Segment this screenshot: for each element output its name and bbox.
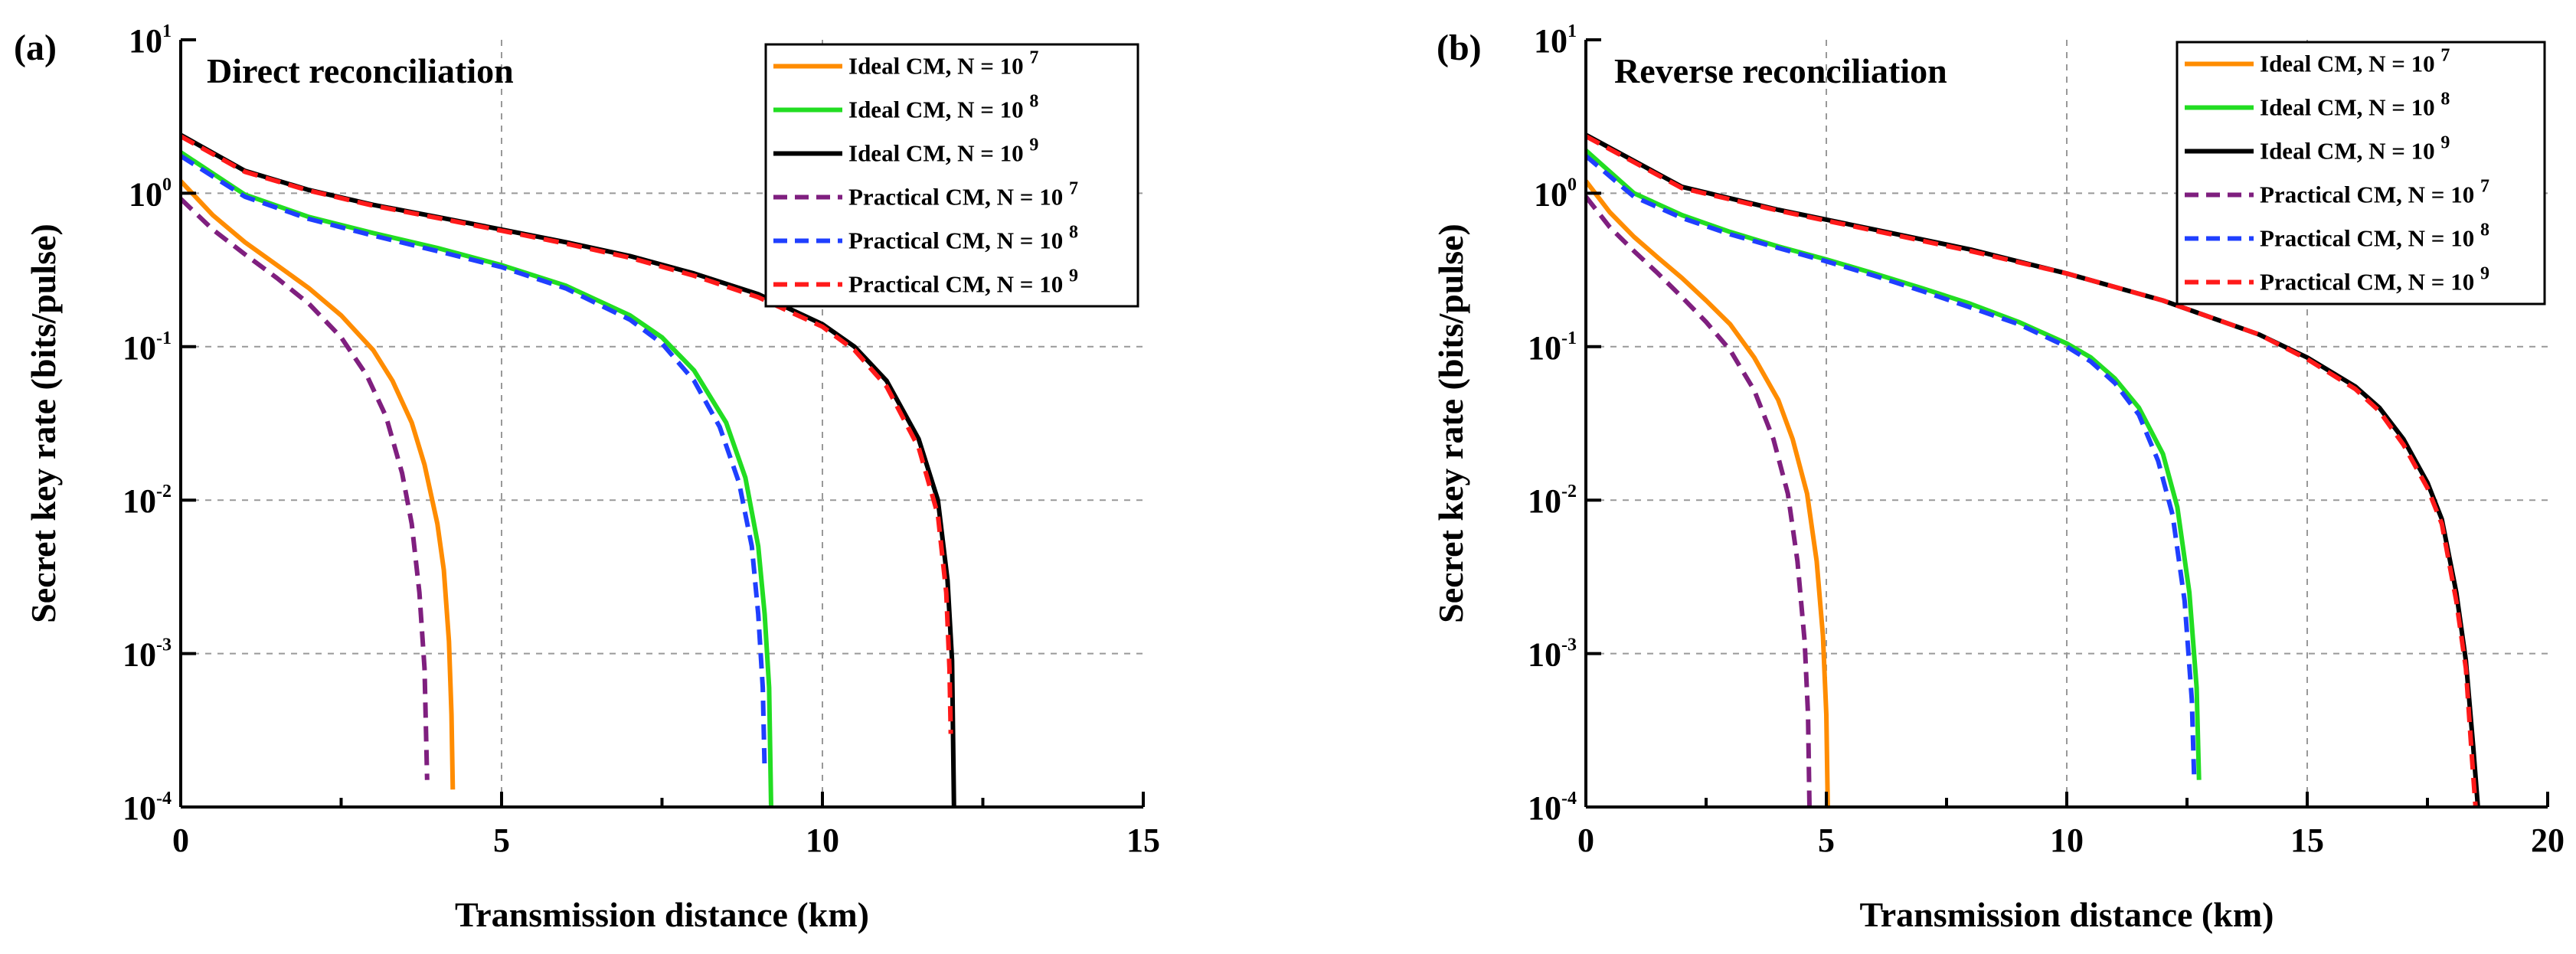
legend-entry-2: Ideal CM, N = 10 8 <box>848 92 1038 123</box>
y-tick-label: 10-2 <box>123 482 172 520</box>
series-line-4 <box>1584 195 1812 808</box>
chart-panel-a: 0 5 10 15 10-4 10-3 10-2 10-1 100 101 Transmission… <box>14 21 1160 934</box>
y-axis-title: Secret key rate (bits/pulse) <box>1431 224 1470 623</box>
legend-entry-2: Ideal CM, N = 10 8 <box>2260 90 2450 121</box>
plot-title: Reverse reconciliation <box>1614 51 1947 90</box>
series-line-1 <box>1584 179 1830 808</box>
legend-entry-3: Ideal CM, N = 10 9 <box>848 136 1038 167</box>
y-tick-label: 101 <box>1534 21 1577 60</box>
legend-entry-1: Ideal CM, N = 10 7 <box>848 48 1038 80</box>
y-tick-label: 10-3 <box>123 635 172 674</box>
panel-label: (a) <box>14 28 57 68</box>
legend: Ideal CM, N = 10 7 Ideal CM, N = 10 8 Idea… <box>764 43 1139 308</box>
legend-box <box>764 43 1139 308</box>
series-line-6 <box>1584 134 2478 808</box>
y-tick-label: 10-2 <box>1528 482 1577 520</box>
series-line-2 <box>179 150 773 808</box>
y-tick-label: 10-1 <box>123 328 172 367</box>
panel-label: (b) <box>1437 28 1482 68</box>
x-tick-label: 10 <box>806 822 839 859</box>
y-tick-label: 100 <box>129 175 172 213</box>
legend-entry-5: Practical CM, N = 10 8 <box>2260 221 2489 252</box>
legend-entry-1: Ideal CM, N = 10 7 <box>2260 46 2450 77</box>
series-line-4 <box>178 197 430 780</box>
x-tick-label: 15 <box>1126 822 1160 859</box>
x-tick-label: 20 <box>2531 822 2565 859</box>
series-line-5 <box>179 154 767 772</box>
y-tick-label: 101 <box>129 21 172 60</box>
series-line-2 <box>1584 149 2202 780</box>
x-axis-title: Transmission distance (km) <box>455 895 869 934</box>
x-tick-label: 5 <box>493 822 510 859</box>
y-tick-label: 10-1 <box>1528 328 1577 367</box>
legend-box <box>2176 41 2546 305</box>
legend-entry-4: Practical CM, N = 10 7 <box>2260 177 2489 208</box>
legend-entry-3: Ideal CM, N = 10 9 <box>2260 133 2450 165</box>
legend-entry-4: Practical CM, N = 10 7 <box>848 179 1078 211</box>
x-tick-label: 0 <box>172 822 189 859</box>
y-tick-label: 10-4 <box>1528 789 1577 827</box>
plot-title: Direct reconciliation <box>207 51 514 90</box>
x-tick-label: 0 <box>1577 822 1594 859</box>
x-tick-label: 10 <box>2050 822 2084 859</box>
series-line-6 <box>179 134 953 734</box>
x-tick-label: 5 <box>1818 822 1835 859</box>
y-axis-title: Secret key rate (bits/pulse) <box>24 224 63 623</box>
legend: Ideal CM, N = 10 7 Ideal CM, N = 10 8 Idea… <box>2176 41 2546 305</box>
x-tick-label: 15 <box>2290 822 2324 859</box>
legend-entry-5: Practical CM, N = 10 8 <box>848 223 1078 254</box>
legend-entry-6: Practical CM, N = 10 9 <box>848 266 1078 298</box>
x-axis-title: Transmission distance (km) <box>1860 895 2274 934</box>
chart-panel-b: 0 5 10 15 20 10-4 10-3 10-2 10-1 100 101 Transmissi… <box>1431 21 2565 934</box>
series-line-1 <box>178 179 456 790</box>
series-line-5 <box>1584 154 2197 780</box>
y-tick-label: 100 <box>1534 175 1577 213</box>
legend-entry-6: Practical CM, N = 10 9 <box>2260 264 2489 296</box>
y-tick-label: 10-3 <box>1528 635 1577 674</box>
y-tick-label: 10-4 <box>123 789 172 827</box>
